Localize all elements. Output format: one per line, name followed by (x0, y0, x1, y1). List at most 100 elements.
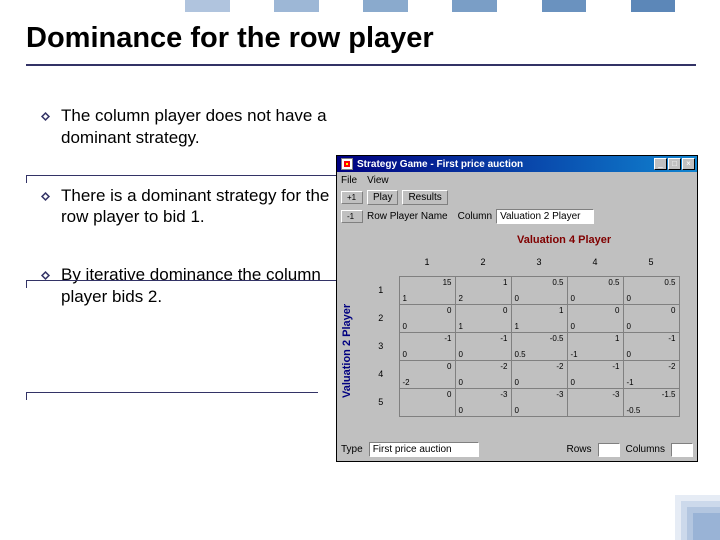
payoff-cell: -30 (511, 388, 567, 416)
payoff-cell: 00 (399, 304, 455, 332)
param-field[interactable]: Valuation 2 Player (496, 209, 594, 224)
rows-field[interactable] (598, 443, 620, 457)
payoff-col: -3 (556, 390, 563, 399)
payoff-cell: 0.50 (567, 276, 623, 304)
payoff-cell: -20 (511, 360, 567, 388)
topbar-segment (408, 0, 453, 12)
window-footer: Type First price auction Rows Columns (341, 442, 693, 457)
topbar-segment (185, 0, 230, 12)
minimize-button[interactable]: _ (654, 158, 667, 170)
toolbar-row-1: +1 Play Results (337, 188, 697, 207)
spinner-up[interactable]: +1 (341, 191, 363, 204)
payoff-row: -1 (627, 378, 634, 387)
type-field[interactable]: First price auction (369, 442, 479, 457)
payoff-col: 0 (447, 306, 451, 315)
type-label: Type (341, 444, 363, 455)
payoff-col: 0 (447, 390, 451, 399)
payoff-row: 0 (459, 378, 463, 387)
menu-view[interactable]: View (367, 175, 389, 186)
payoff-col: -3 (500, 390, 507, 399)
payoff-col: 0.5 (664, 278, 675, 287)
app-window: Strategy Game - First price auction _ □ … (336, 155, 698, 462)
payoff-row: 0 (515, 294, 519, 303)
page-title: Dominance for the row player (26, 22, 434, 55)
row-player-label: Valuation 2 Player (341, 278, 353, 398)
payoff-row: -0.5 (627, 406, 641, 415)
play-button[interactable]: Play (367, 190, 398, 205)
payoff-table: 123451151120.500.500.50200011100003-10-1… (363, 248, 680, 417)
row-header: 4 (363, 360, 399, 388)
payoff-col: -1 (668, 334, 675, 343)
topbar-segment (497, 0, 542, 12)
col-header: 3 (511, 248, 567, 276)
payoff-col: 1 (503, 278, 507, 287)
cols-label: Columns (626, 444, 665, 455)
payoff-cell: -2 0 (455, 360, 511, 388)
toolbar-row-2: -1 Row Player Name Column Valuation 2 Pl… (337, 207, 697, 226)
payoff-cell: -1.5 -0.5 (623, 388, 679, 416)
bullet-text: The column player does not have a domina… (61, 105, 330, 149)
menu-file[interactable]: File (341, 175, 357, 186)
bullet-decor-line (26, 392, 27, 400)
topbar-segment (675, 0, 720, 12)
payoff-cell: 0.50 (623, 276, 679, 304)
payoff-row: 0 (627, 322, 631, 331)
payoff-col: -2 (500, 362, 507, 371)
bullet-decor-line (26, 392, 318, 393)
row-header: 5 (363, 388, 399, 416)
bullet-item: There is a dominant strategy for the row… (40, 185, 330, 229)
bullet-decor-line (26, 280, 27, 288)
payoff-cell: 00 (623, 304, 679, 332)
payoff-col: 0 (447, 362, 451, 371)
row-param-label: Row Player Name (367, 211, 448, 222)
diamond-icon (40, 111, 51, 122)
payoff-col: -2 (668, 362, 675, 371)
topbar-segment (631, 0, 676, 12)
corner-accent (675, 495, 720, 540)
payoff-col: 15 (443, 278, 452, 287)
payoff-col: -1.5 (662, 390, 676, 399)
col-header: 4 (567, 248, 623, 276)
payoff-cell: -30 (455, 388, 511, 416)
cols-field[interactable] (671, 443, 693, 457)
topbar-segment (586, 0, 631, 12)
bullet-text: By iterative dominance the column player… (61, 264, 330, 308)
bullet-list: The column player does not have a domina… (40, 105, 330, 344)
payoff-row: 0 (403, 322, 407, 331)
title-underline (26, 64, 696, 66)
payoff-col: -1 (612, 362, 619, 371)
bullet-item: By iterative dominance the column player… (40, 264, 330, 308)
window-titlebar: Strategy Game - First price auction _ □ … (337, 156, 697, 172)
window-title: Strategy Game - First price auction (357, 159, 653, 170)
bullet-decor-line (26, 280, 346, 281)
payoff-col: 0.5 (608, 278, 619, 287)
payoff-cell: 11 (511, 304, 567, 332)
topbar-segment (319, 0, 364, 12)
results-button[interactable]: Results (402, 190, 447, 205)
maximize-button[interactable]: □ (668, 158, 681, 170)
payoff-cell: -10 (455, 332, 511, 360)
payoff-cell: 12 (455, 276, 511, 304)
payoff-cell: 0 (399, 388, 455, 416)
col-param-label: Column (458, 211, 492, 222)
payoff-col: -2 (556, 362, 563, 371)
payoff-row: -2 (403, 378, 410, 387)
topbar-segment (542, 0, 587, 12)
payoff-cell: -10 (567, 360, 623, 388)
decorative-top-bar (185, 0, 720, 12)
topbar-segment (274, 0, 319, 12)
col-header: 5 (623, 248, 679, 276)
spinner-down[interactable]: -1 (341, 210, 363, 223)
payoff-col: -3 (612, 390, 619, 399)
payoff-cell: 01 (455, 304, 511, 332)
payoff-cell: 151 (399, 276, 455, 304)
menubar: File View (337, 172, 697, 188)
payoff-cell: -3 (567, 388, 623, 416)
payoff-matrix: 123451151120.500.500.50200011100003-10-1… (363, 248, 693, 417)
payoff-row: 0 (403, 350, 407, 359)
row-header: 1 (363, 276, 399, 304)
payoff-row: 0.5 (515, 350, 526, 359)
topbar-segment (230, 0, 275, 12)
payoff-col: -1 (444, 334, 451, 343)
close-button[interactable]: × (682, 158, 695, 170)
